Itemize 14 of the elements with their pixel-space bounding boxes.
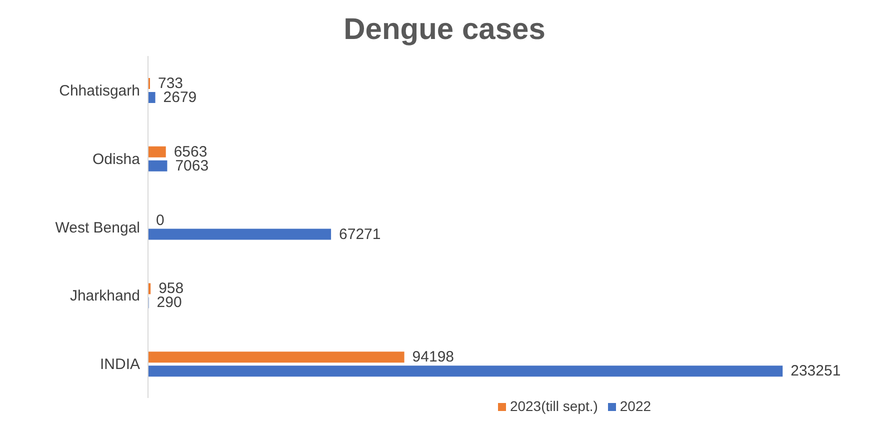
data-label: 733 [158,75,184,92]
y-tick-label: Odisha [92,150,141,168]
y-tick-label: INDIA [100,356,140,374]
chart-title: Dengue cases [342,12,546,48]
data-label: 94198 [412,348,454,366]
data-label: 0 [156,212,164,229]
legend-label: 2022 [620,398,652,414]
data-label: 67271 [339,226,381,243]
y-tick-label: Chhatisgarh [59,82,140,100]
data-label: 2679 [163,89,197,106]
y-tick-label: West Bengal [55,219,140,236]
y-tick-label: Jharkhand [70,288,140,305]
data-label: 233251 [790,362,841,380]
legend-label: 2023(till sept.) [510,398,598,414]
